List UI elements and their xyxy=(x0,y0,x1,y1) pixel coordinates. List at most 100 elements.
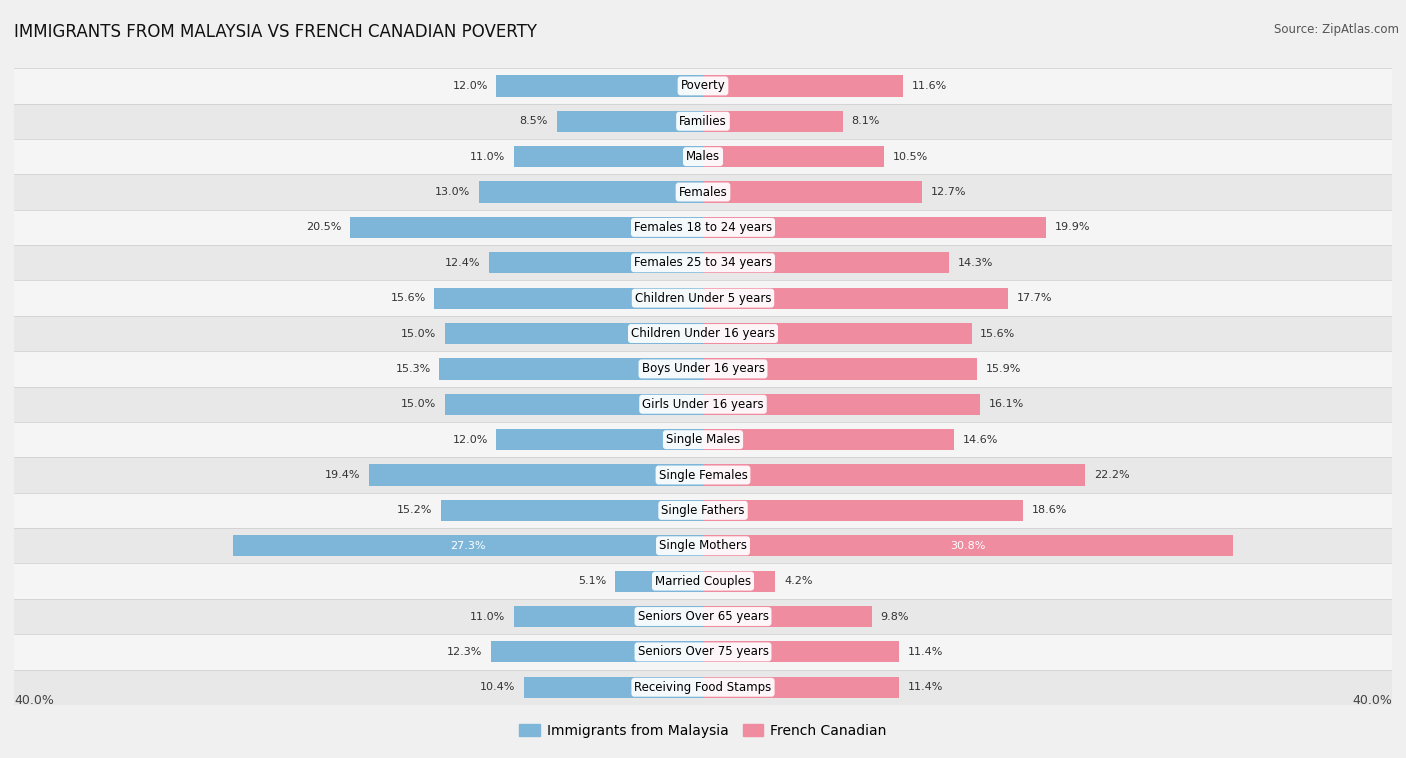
Bar xyxy=(14,210,1392,245)
Text: Seniors Over 65 years: Seniors Over 65 years xyxy=(637,610,769,623)
Text: 12.0%: 12.0% xyxy=(453,81,488,91)
Text: Males: Males xyxy=(686,150,720,163)
Text: 11.4%: 11.4% xyxy=(908,682,943,692)
Text: 40.0%: 40.0% xyxy=(14,694,53,707)
Text: Females 25 to 34 years: Females 25 to 34 years xyxy=(634,256,772,269)
Bar xyxy=(496,429,703,450)
Bar xyxy=(703,359,977,380)
Bar xyxy=(513,606,703,627)
Text: 15.6%: 15.6% xyxy=(980,328,1015,339)
Text: Married Couples: Married Couples xyxy=(655,575,751,587)
Text: 9.8%: 9.8% xyxy=(880,612,908,622)
Bar xyxy=(496,75,703,96)
Bar xyxy=(441,500,703,521)
Text: 40.0%: 40.0% xyxy=(1353,694,1392,707)
Text: 17.7%: 17.7% xyxy=(1017,293,1052,303)
Bar xyxy=(703,429,955,450)
Text: 18.6%: 18.6% xyxy=(1032,506,1067,515)
Bar xyxy=(524,677,703,698)
Text: 15.0%: 15.0% xyxy=(401,399,436,409)
Text: 11.0%: 11.0% xyxy=(470,612,505,622)
Text: Families: Families xyxy=(679,114,727,128)
Bar xyxy=(14,387,1392,422)
Text: 12.0%: 12.0% xyxy=(453,434,488,445)
Bar xyxy=(616,571,703,592)
Bar xyxy=(14,174,1392,210)
Bar xyxy=(703,535,1233,556)
Text: 15.0%: 15.0% xyxy=(401,328,436,339)
Text: 19.9%: 19.9% xyxy=(1054,222,1090,233)
Bar xyxy=(703,75,903,96)
Text: Single Mothers: Single Mothers xyxy=(659,539,747,553)
Bar xyxy=(703,641,900,662)
Text: Females: Females xyxy=(679,186,727,199)
Bar xyxy=(14,245,1392,280)
Bar xyxy=(444,393,703,415)
Bar xyxy=(14,634,1392,669)
Bar xyxy=(703,287,1008,309)
Bar xyxy=(368,465,703,486)
Text: Boys Under 16 years: Boys Under 16 years xyxy=(641,362,765,375)
Bar xyxy=(14,457,1392,493)
Bar xyxy=(434,287,703,309)
Bar xyxy=(703,217,1046,238)
Bar xyxy=(703,323,972,344)
Text: Single Fathers: Single Fathers xyxy=(661,504,745,517)
Text: 10.5%: 10.5% xyxy=(893,152,928,161)
Text: 16.1%: 16.1% xyxy=(988,399,1024,409)
Bar xyxy=(703,393,980,415)
Bar xyxy=(489,252,703,274)
Text: 11.0%: 11.0% xyxy=(470,152,505,161)
Text: 8.1%: 8.1% xyxy=(851,116,880,127)
Text: Receiving Food Stamps: Receiving Food Stamps xyxy=(634,681,772,694)
Text: Children Under 16 years: Children Under 16 years xyxy=(631,327,775,340)
Text: 19.4%: 19.4% xyxy=(325,470,360,480)
Bar xyxy=(703,571,775,592)
Legend: Immigrants from Malaysia, French Canadian: Immigrants from Malaysia, French Canadia… xyxy=(513,719,893,744)
Text: 4.2%: 4.2% xyxy=(785,576,813,586)
Bar xyxy=(557,111,703,132)
Text: 12.7%: 12.7% xyxy=(931,187,966,197)
Bar xyxy=(14,599,1392,634)
Text: 30.8%: 30.8% xyxy=(950,540,986,551)
Text: Single Females: Single Females xyxy=(658,468,748,481)
Bar xyxy=(444,323,703,344)
Bar xyxy=(479,181,703,202)
Text: 15.6%: 15.6% xyxy=(391,293,426,303)
Text: 20.5%: 20.5% xyxy=(307,222,342,233)
Bar xyxy=(14,493,1392,528)
Text: 15.2%: 15.2% xyxy=(398,506,433,515)
Text: 14.3%: 14.3% xyxy=(957,258,993,268)
Bar xyxy=(513,146,703,168)
Bar xyxy=(14,563,1392,599)
Text: 12.4%: 12.4% xyxy=(446,258,481,268)
Bar xyxy=(14,528,1392,563)
Bar xyxy=(703,111,842,132)
Bar xyxy=(703,606,872,627)
Text: 8.5%: 8.5% xyxy=(520,116,548,127)
Text: 15.9%: 15.9% xyxy=(986,364,1021,374)
Bar xyxy=(14,351,1392,387)
Text: 12.3%: 12.3% xyxy=(447,647,482,657)
Text: Girls Under 16 years: Girls Under 16 years xyxy=(643,398,763,411)
Text: Children Under 5 years: Children Under 5 years xyxy=(634,292,772,305)
Bar xyxy=(703,465,1085,486)
Bar xyxy=(703,181,922,202)
Text: 10.4%: 10.4% xyxy=(479,682,515,692)
Bar xyxy=(14,139,1392,174)
Text: Poverty: Poverty xyxy=(681,80,725,92)
Bar xyxy=(491,641,703,662)
Text: 27.3%: 27.3% xyxy=(450,540,485,551)
Bar xyxy=(703,677,900,698)
Bar xyxy=(14,104,1392,139)
Bar xyxy=(440,359,703,380)
Text: 15.3%: 15.3% xyxy=(395,364,430,374)
Bar xyxy=(14,669,1392,705)
Text: 11.6%: 11.6% xyxy=(911,81,946,91)
Text: 13.0%: 13.0% xyxy=(436,187,471,197)
Text: Seniors Over 75 years: Seniors Over 75 years xyxy=(637,645,769,659)
Text: 22.2%: 22.2% xyxy=(1094,470,1129,480)
Bar xyxy=(233,535,703,556)
Text: Single Males: Single Males xyxy=(666,433,740,446)
Bar xyxy=(14,280,1392,316)
